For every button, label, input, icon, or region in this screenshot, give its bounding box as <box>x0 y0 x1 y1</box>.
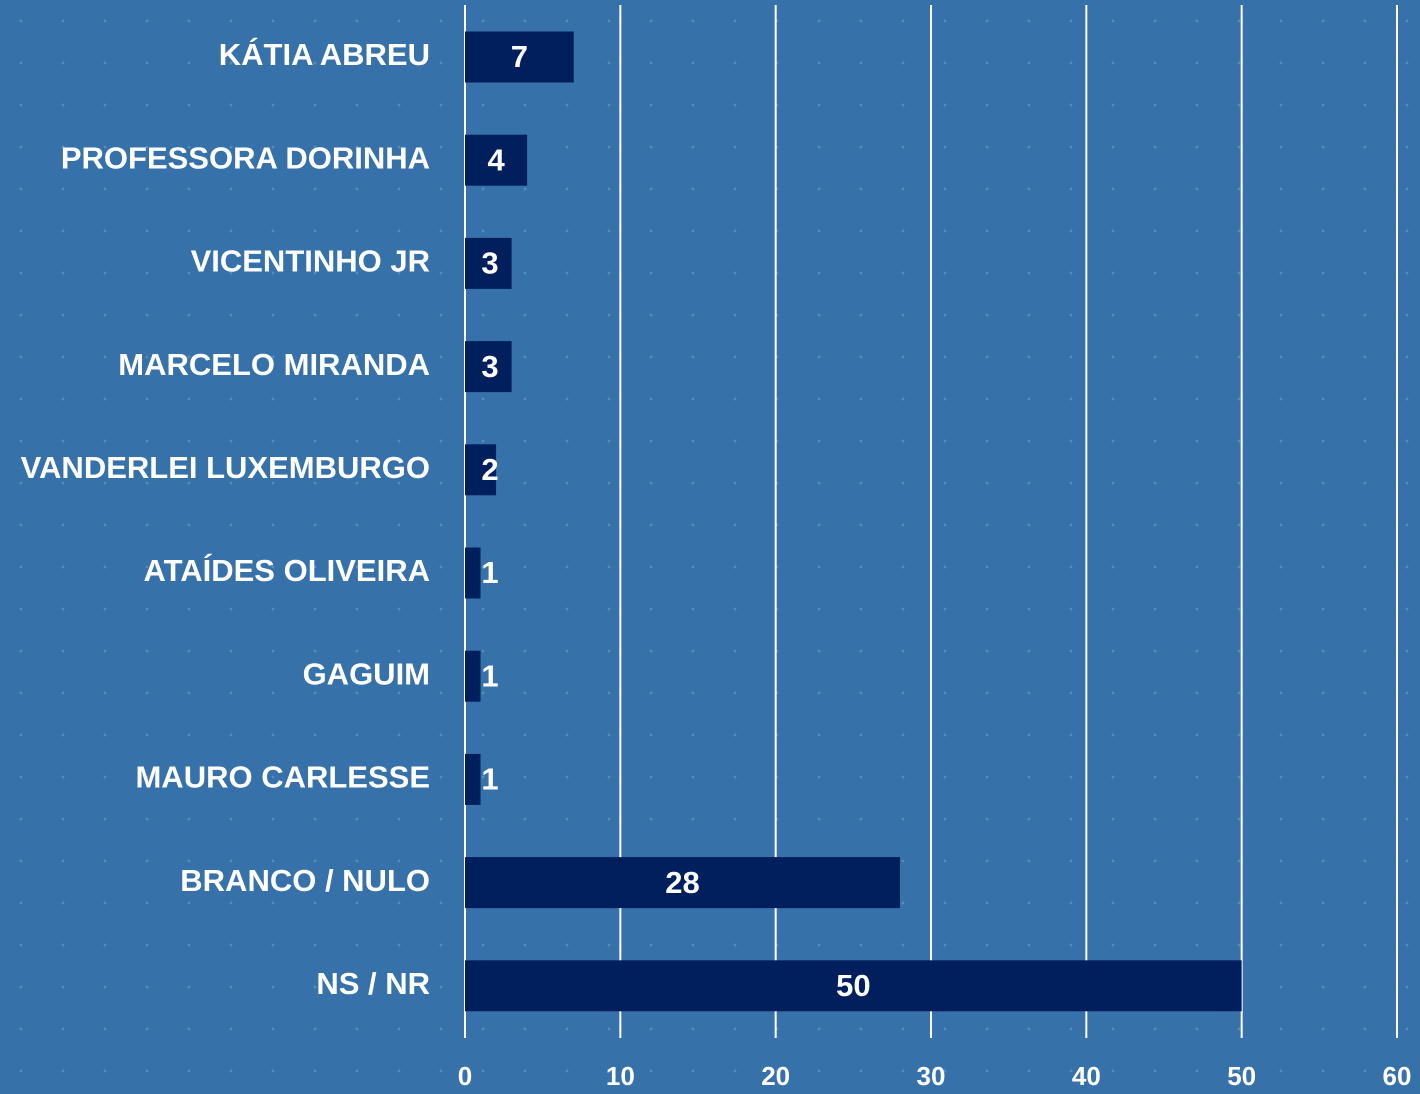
value-label: 3 <box>481 246 498 281</box>
value-label: 1 <box>481 762 498 797</box>
x-tick-label: 0 <box>458 1061 472 1091</box>
category-label: VANDERLEI LUXEMBURGO <box>21 450 430 485</box>
x-tick-label: 20 <box>761 1061 790 1091</box>
x-tick-label: 40 <box>1072 1061 1101 1091</box>
category-label: MARCELO MIRANDA <box>118 347 430 382</box>
category-label: NS / NR <box>316 966 430 1001</box>
bar <box>465 341 512 393</box>
bar <box>465 237 512 289</box>
category-label: MAURO CARLESSE <box>135 760 430 795</box>
bar <box>465 650 481 702</box>
category-label: VICENTINHO JR <box>191 244 430 279</box>
value-label: 4 <box>487 142 505 177</box>
bar <box>465 753 481 805</box>
x-tick-label: 50 <box>1227 1061 1256 1091</box>
value-label: 1 <box>481 555 498 590</box>
value-label: 28 <box>665 865 699 900</box>
category-label: PROFESSORA DORINHA <box>61 140 430 175</box>
value-label: 1 <box>481 658 498 693</box>
value-label: 7 <box>511 39 528 74</box>
bar <box>465 31 574 83</box>
category-label: KÁTIA ABREU <box>219 37 430 72</box>
bar <box>465 134 528 186</box>
bar <box>465 444 497 496</box>
x-tick-label: 60 <box>1383 1061 1412 1091</box>
value-label: 3 <box>481 349 498 384</box>
category-label: GAGUIM <box>303 656 430 691</box>
x-tick-label: 10 <box>606 1061 635 1091</box>
value-label: 50 <box>836 968 870 1003</box>
category-label: ATAÍDES OLIVEIRA <box>144 553 430 588</box>
category-label: BRANCO / NULO <box>180 863 430 898</box>
bar <box>465 960 1242 1012</box>
value-label: 2 <box>481 452 498 487</box>
x-tick-label: 30 <box>917 1061 946 1091</box>
bar <box>465 857 900 909</box>
bar <box>465 547 481 599</box>
